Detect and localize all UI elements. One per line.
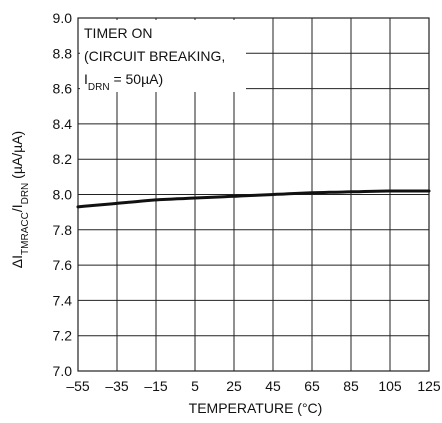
x-tick-label: –55 [66, 378, 90, 394]
grid [77, 17, 430, 372]
x-tick-label: 25 [226, 378, 242, 394]
y-tick-label: 7.4 [53, 292, 73, 308]
y-tick-label: 7.6 [53, 257, 73, 273]
x-tick-label: 105 [378, 378, 402, 394]
y-tick-label: 7.0 [53, 363, 73, 379]
series-layer [76, 189, 431, 209]
y-axis-label: ΔITMRACC/IDRN (µA/µA) [9, 131, 31, 268]
x-tick-label: 85 [343, 378, 359, 394]
y-tick-label: 7.8 [53, 222, 73, 238]
y-tick-label: 8.8 [53, 45, 73, 61]
y-tick-label: 9.0 [53, 10, 73, 26]
x-tick-labels: –55 –35 –15 5 25 45 65 85 105 125 [66, 378, 441, 394]
x-tick-label: –15 [144, 378, 168, 394]
x-tick-label: 65 [304, 378, 320, 394]
y-tick-label: 8.2 [53, 151, 73, 167]
annotation-line-2: (CIRCUIT BREAKING, [84, 48, 225, 64]
y-tick-label: 7.2 [53, 328, 73, 344]
annotation-line-1: TIMER ON [84, 25, 152, 41]
x-tick-label: 125 [417, 378, 441, 394]
y-tick-label: 8.6 [53, 81, 73, 97]
x-tick-label: 45 [265, 378, 281, 394]
y-tick-labels: 7.0 7.2 7.4 7.6 7.8 8.0 8.2 8.4 8.6 8.8 9.0 [53, 10, 73, 379]
x-tick-label: 5 [191, 378, 199, 394]
x-tick-label: –35 [105, 378, 129, 394]
y-tick-label: 8.0 [53, 187, 73, 203]
series-line [76, 189, 431, 209]
annotation-background [80, 20, 246, 92]
annotation-line-3: IDRN = 50µA) [84, 71, 163, 93]
x-axis-label: TEMPERATURE (°C) [189, 400, 323, 416]
plot-frame [77, 17, 430, 372]
y-tick-label: 8.4 [53, 116, 73, 132]
